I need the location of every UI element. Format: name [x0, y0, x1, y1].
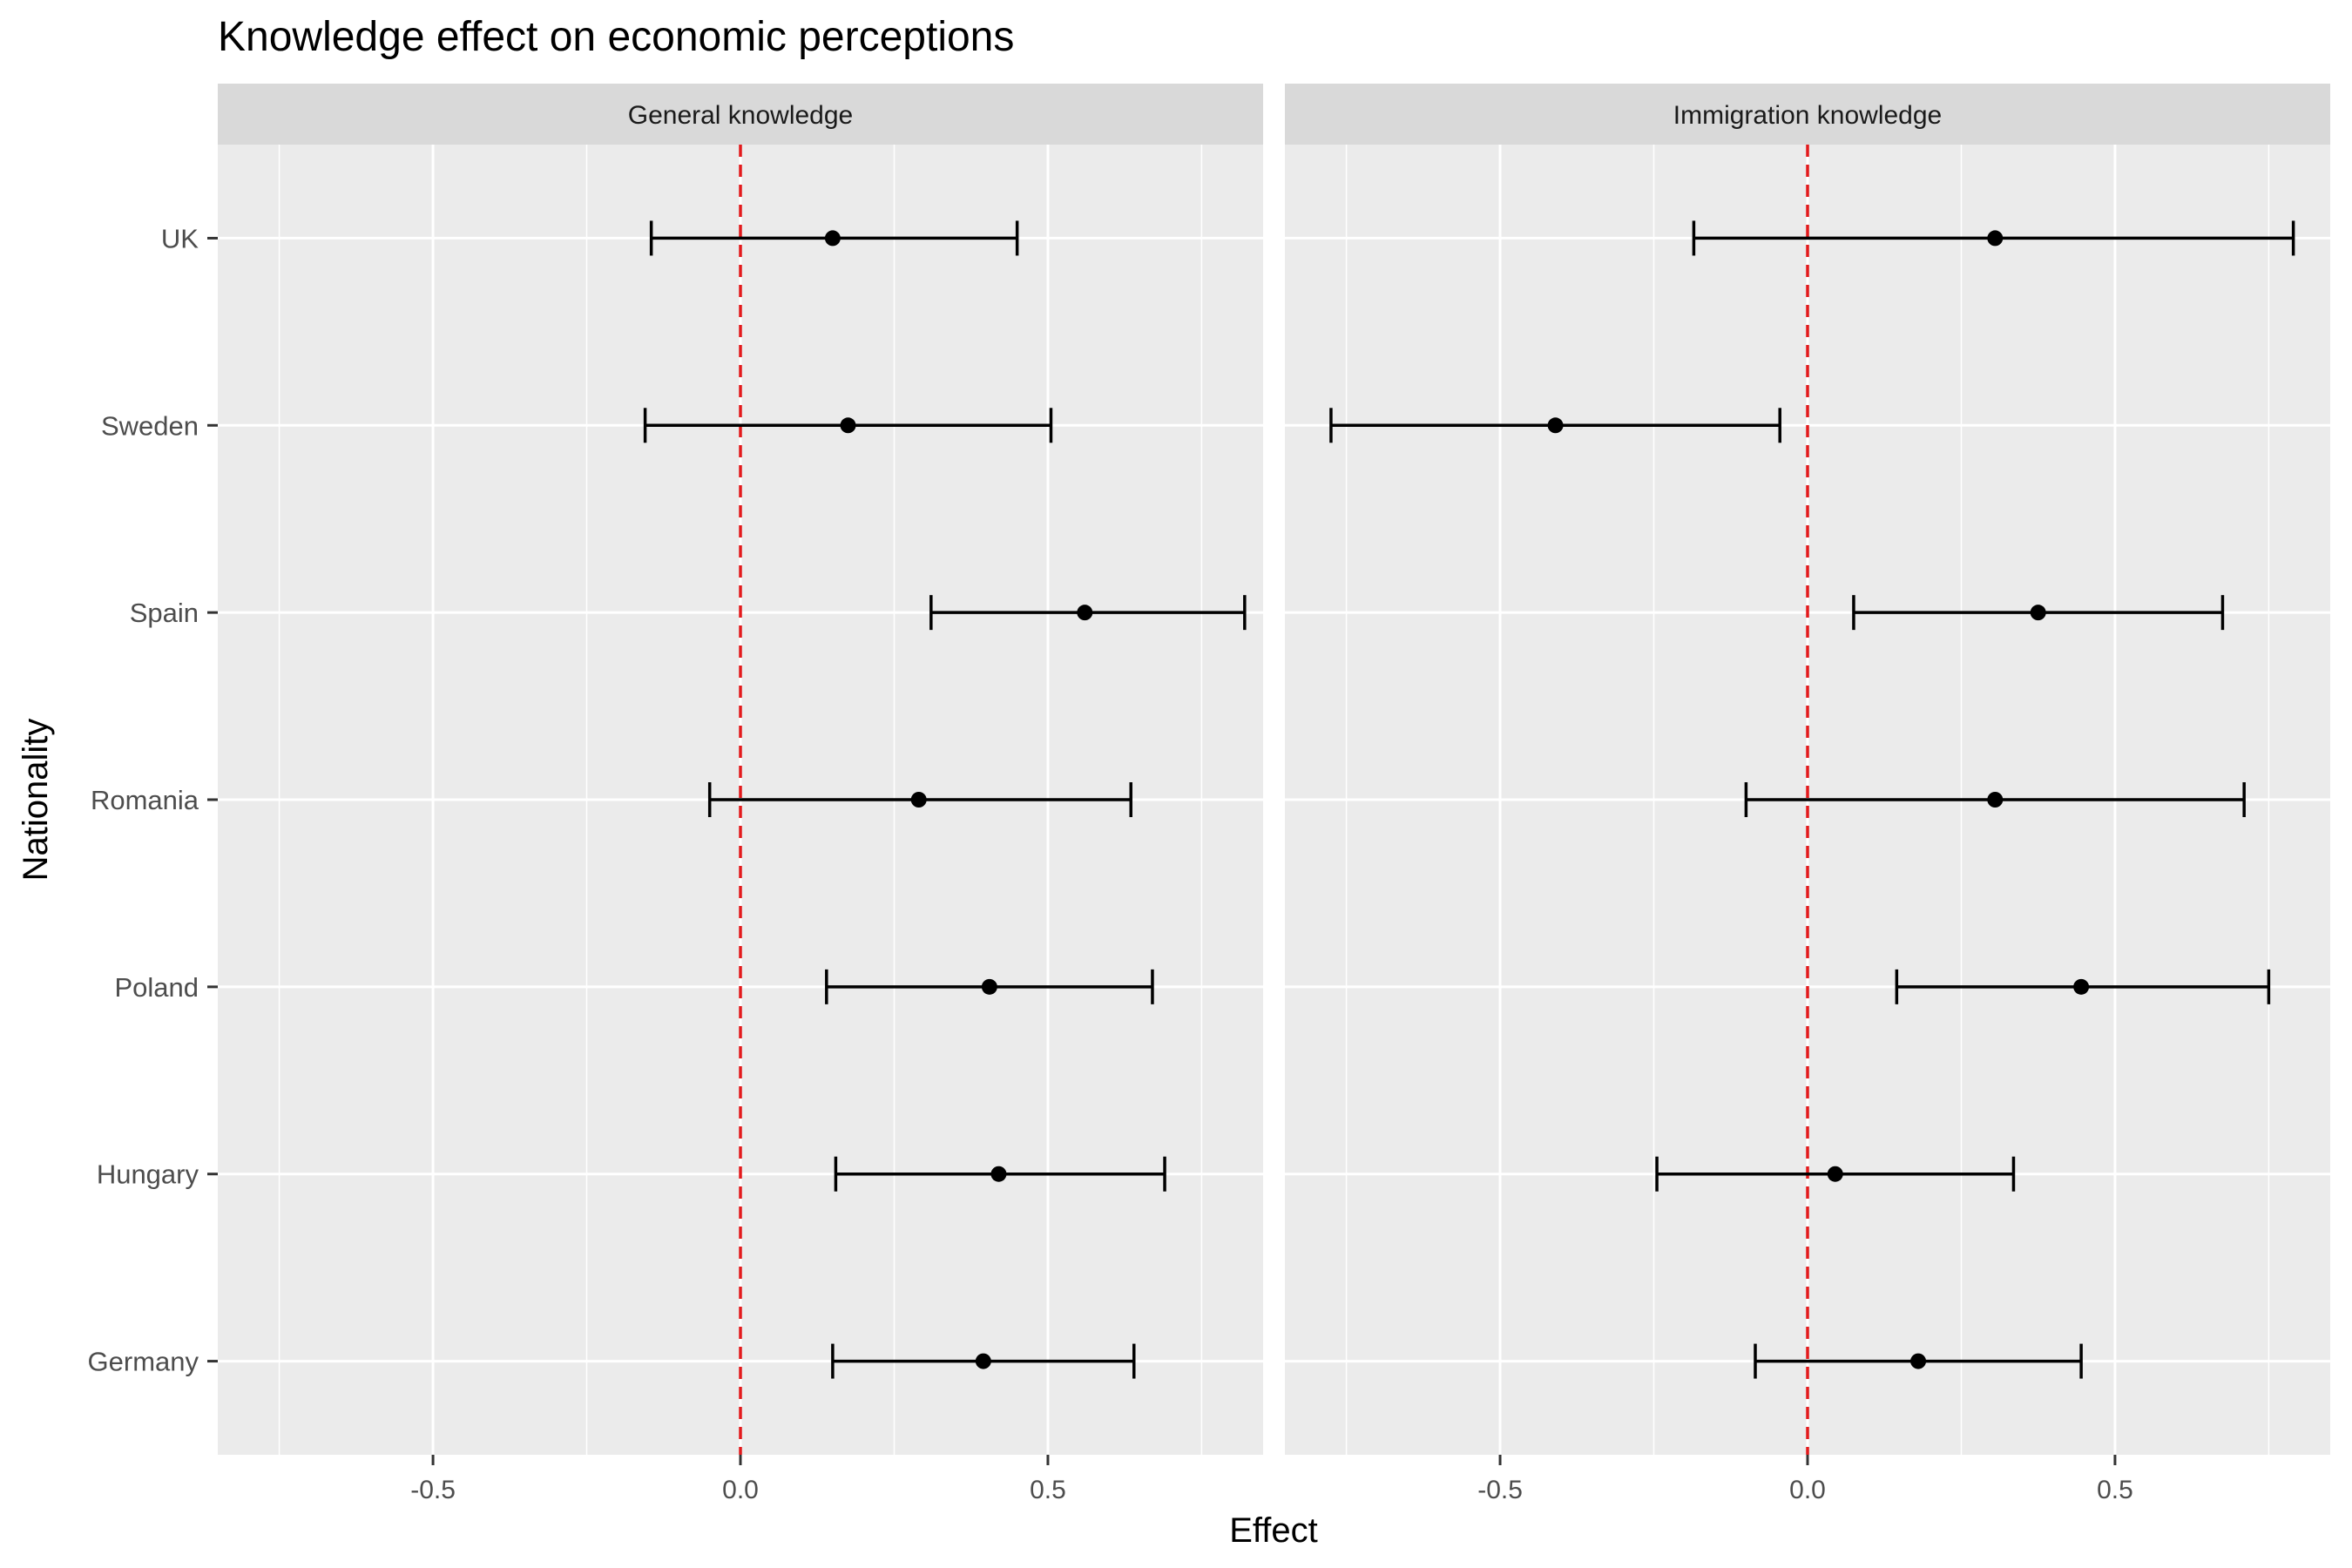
point-estimate-uk	[824, 230, 841, 247]
y-axis-label: Nationality	[17, 719, 55, 882]
x-tick-label: 0.5	[1030, 1476, 1066, 1504]
point-estimate-poland	[981, 978, 997, 995]
point-estimate-germany	[1910, 1353, 1927, 1369]
x-axis: -0.5 0.0 0.5	[410, 1455, 1066, 1504]
point-estimate-sweden	[840, 417, 856, 434]
point-estimate-poland	[2073, 978, 2090, 995]
x-tick-label: -0.5	[410, 1476, 456, 1504]
y-tick-label: Poland	[114, 972, 199, 1003]
point-estimate-hungary	[990, 1166, 1007, 1182]
x-axis: -0.5 0.0 0.5	[1477, 1455, 2133, 1504]
y-axis: UK Sweden Spain Romania Poland Hungary Germany	[88, 223, 218, 1377]
x-axis-label: Effect	[1229, 1511, 1318, 1550]
y-tick-label: Hungary	[97, 1159, 199, 1190]
x-tick-label: 0.5	[2097, 1476, 2133, 1504]
y-tick-label: Germany	[88, 1347, 199, 1377]
data-marks	[643, 220, 1247, 1379]
x-tick-label: 0.0	[722, 1476, 759, 1504]
point-estimate-spain	[2030, 605, 2046, 621]
point-estimate-germany	[975, 1353, 991, 1369]
strip-bg	[218, 84, 1263, 145]
point-estimate-romania	[910, 792, 927, 808]
x-tick-label: 0.0	[1789, 1476, 1826, 1504]
y-tick-label: Romania	[91, 785, 199, 815]
point-estimate-spain	[1077, 605, 1093, 621]
strip-label: General knowledge	[628, 101, 854, 130]
point-estimate-hungary	[1827, 1166, 1843, 1182]
point-estimate-uk	[1987, 230, 2004, 247]
point-estimate-romania	[1987, 792, 2004, 808]
data-marks	[1329, 220, 2295, 1379]
y-tick-label: Spain	[130, 598, 199, 628]
panel-immigration-knowledge: Immigration knowledge -0.5 0.0 0.5	[1285, 84, 2330, 1504]
panel-general-knowledge: General knowledge -0.5 0.0 0.5	[218, 84, 1263, 1504]
chart-title: Knowledge effect on economic perceptions	[218, 14, 1014, 60]
x-tick-label: -0.5	[1477, 1476, 1523, 1504]
strip-label: Immigration knowledge	[1673, 101, 1942, 130]
point-estimate-sweden	[1547, 417, 1564, 434]
y-tick-label: UK	[161, 223, 199, 253]
y-tick-label: Sweden	[101, 410, 199, 441]
strip-bg	[1285, 84, 2330, 145]
